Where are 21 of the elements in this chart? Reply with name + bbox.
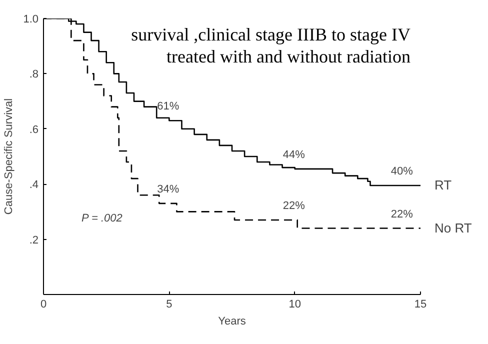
series-label: RT bbox=[434, 177, 452, 192]
annotation: 22% bbox=[390, 208, 414, 220]
annotation: P = .002 bbox=[82, 212, 122, 224]
y-tick-label: .2 bbox=[29, 234, 39, 246]
series-label: No RT bbox=[434, 220, 472, 236]
annotation: 61% bbox=[157, 100, 180, 113]
x-tick-label: 5 bbox=[166, 298, 172, 310]
x-tick-label: 0 bbox=[40, 298, 47, 310]
annotation: 34% bbox=[157, 183, 180, 196]
y-tick-label: 1.0 bbox=[23, 14, 39, 26]
y-axis-title: Cause-Specific Survival bbox=[3, 98, 16, 215]
y-tick-label: .6 bbox=[29, 124, 39, 136]
annotation: 22% bbox=[282, 200, 306, 212]
x-axis-title: Years bbox=[218, 316, 246, 328]
text: survival ,clinical stage IIIB to stage IV treated with and without radiation bbox=[131, 24, 411, 66]
x-tick-label: 10 bbox=[288, 298, 301, 310]
x-tick-label: 15 bbox=[414, 298, 427, 310]
annotation: 44% bbox=[282, 148, 306, 161]
y-tick-label: .4 bbox=[29, 179, 39, 192]
y-tick-label: .8 bbox=[29, 68, 39, 81]
annotation: 40% bbox=[390, 165, 414, 178]
